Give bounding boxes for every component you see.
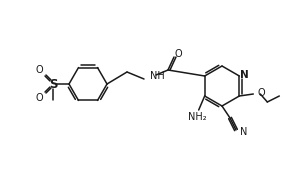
Text: O: O <box>257 88 265 98</box>
Text: N: N <box>240 127 247 137</box>
Text: NH: NH <box>150 71 165 81</box>
Text: N: N <box>240 70 249 80</box>
Text: O: O <box>174 49 182 59</box>
Text: NH₂: NH₂ <box>188 112 207 122</box>
Text: O: O <box>35 93 43 103</box>
Text: S: S <box>49 78 57 90</box>
Text: O: O <box>35 65 43 75</box>
